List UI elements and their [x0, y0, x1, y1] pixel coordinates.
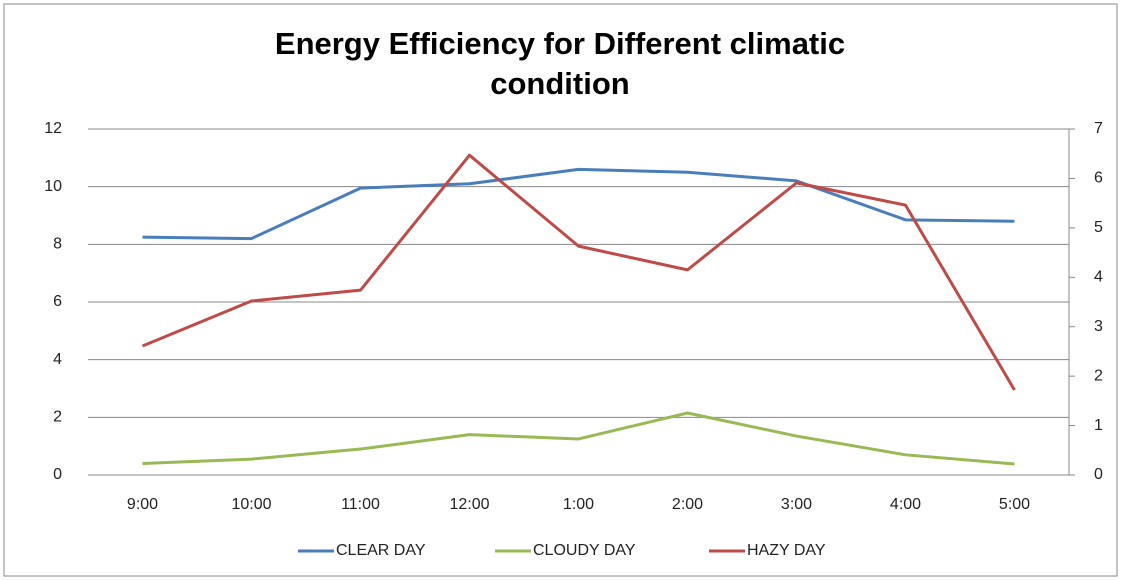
x-tick-label: 9:00	[127, 496, 158, 513]
x-tick-label: 3:00	[781, 496, 812, 513]
y-tick-label: 4	[53, 351, 62, 368]
x-tick-label: 11:00	[341, 496, 380, 513]
x-tick-label: 10:00	[231, 496, 271, 513]
y2-tick-label: 5	[1094, 219, 1103, 236]
y-tick-label: 2	[53, 409, 62, 426]
y2-tick-label: 6	[1094, 170, 1103, 187]
x-tick-label: 5:00	[999, 496, 1030, 513]
y2-tick-label: 2	[1094, 367, 1103, 384]
legend-label: HAZY DAY	[747, 542, 826, 559]
x-tick-label: 2:00	[672, 496, 703, 513]
y-tick-label: 12	[44, 120, 62, 137]
x-tick-label: 12:00	[449, 496, 489, 513]
y2-tick-label: 7	[1094, 120, 1103, 137]
y2-tick-label: 0	[1094, 466, 1103, 483]
y-tick-label: 10	[44, 178, 62, 195]
y-tick-label: 6	[53, 293, 62, 310]
x-tick-label: 4:00	[890, 496, 921, 513]
y2-tick-label: 4	[1094, 269, 1103, 286]
x-tick-label: 1:00	[563, 496, 594, 513]
series-line	[142, 167, 1015, 241]
y2-tick-label: 3	[1094, 318, 1103, 335]
chart-border	[3, 3, 1118, 577]
legend-label: CLEAR DAY	[336, 542, 426, 559]
legend-label: CLOUDY DAY	[533, 542, 636, 559]
y2-tick-label: 1	[1094, 417, 1103, 434]
series-line	[142, 411, 1015, 466]
series-line	[141, 153, 1016, 391]
chart-title: Energy Efficiency for Different climatic…	[274, 26, 846, 101]
y-tick-label: 0	[53, 466, 62, 483]
y-tick-label: 8	[53, 236, 62, 253]
